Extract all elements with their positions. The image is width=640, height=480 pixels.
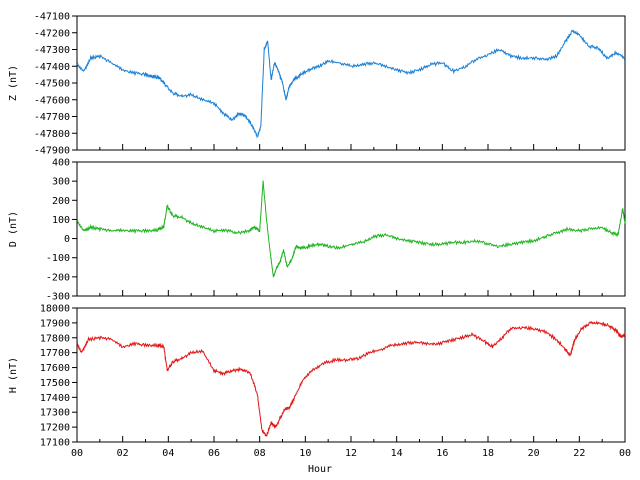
y-tick-label-h-6: 17400: [40, 393, 70, 404]
y-axis-label-z: Z (nT): [8, 65, 19, 101]
y-tick-label-z-8: -47900: [34, 146, 70, 157]
x-axis-label: Hour: [308, 464, 332, 475]
y-tick-label-d-7: -300: [46, 292, 70, 303]
plot-frame-h: [76, 307, 626, 443]
series-line-h: [76, 320, 626, 437]
y-ticks-d: 400 300 200 100 0 -100 -200 -300: [46, 158, 77, 303]
x-tick-label-6: 12: [345, 448, 357, 459]
y-tick-label-d-3: 100: [52, 215, 70, 226]
y-tick-label-z-1: -47200: [34, 28, 70, 39]
y-tick-label-h-7: 17300: [40, 408, 70, 419]
y-tick-label-h-0: 18000: [40, 304, 70, 315]
y-tick-label-d-5: -100: [46, 253, 70, 264]
y-tick-label-h-9: 17100: [40, 438, 70, 449]
x-ticks-d: [76, 290, 626, 296]
panel-h: H (nT) 18000 17900 17800 17700 17600 17500 174…: [8, 304, 631, 476]
y-tick-label-h-4: 17600: [40, 363, 70, 374]
y-tick-label-h-1: 17900: [40, 318, 70, 329]
x-ticks-h: [76, 436, 626, 442]
y-ticks-h: 18000 17900 17800 17700 17600 17500 17400 17300…: [40, 304, 77, 449]
x-tick-label-9: 18: [482, 448, 494, 459]
y-axis-label-h: H (nT): [8, 357, 19, 393]
y-tick-label-z-2: -47300: [34, 45, 70, 56]
panel-d: D (nT) 400 300 200 100 0 -100 -200 -300: [8, 158, 626, 303]
x-tick-labels: 00 02 04 06 08 10 12 14 16 18 20 22 00: [71, 448, 631, 459]
y-tick-label-h-3: 17700: [40, 348, 70, 359]
panel-z: Z (nT) -47100-47200-47300-47400-47500-47…: [8, 12, 626, 157]
x-tick-label-10: 20: [528, 448, 540, 459]
series-line-d: [76, 180, 626, 278]
y-tick-label-z-4: -47500: [34, 79, 70, 90]
x-tick-label-2: 04: [162, 448, 174, 459]
y-tick-label-z-0: -47100: [34, 12, 70, 23]
x-tick-label-0: 00: [71, 448, 83, 459]
series-line-z: [76, 29, 626, 139]
x-tick-label-12: 00: [619, 448, 631, 459]
y-tick-label-z-7: -47800: [34, 129, 70, 140]
x-tick-label-5: 10: [299, 448, 311, 459]
x-tick-label-4: 08: [254, 448, 266, 459]
y-tick-label-z-3: -47400: [34, 62, 70, 73]
y-tick-label-z-5: -47600: [34, 95, 70, 106]
y-tick-label-h-5: 17500: [40, 378, 70, 389]
plot-frame-z: [76, 15, 626, 151]
y-tick-label-d-4: 0: [64, 234, 70, 245]
y-tick-label-d-2: 200: [52, 196, 70, 207]
x-tick-label-11: 22: [573, 448, 585, 459]
y-tick-label-d-0: 400: [52, 158, 70, 169]
y-tick-label-h-8: 17200: [40, 423, 70, 434]
x-tick-label-3: 06: [208, 448, 220, 459]
x-tick-label-1: 02: [117, 448, 129, 459]
y-tick-label-z-6: -47700: [34, 112, 70, 123]
x-ticks-z: [76, 144, 626, 150]
y-ticks-z: -47100 -47200 -47300 -47400 -47500 -47600 -477…: [34, 12, 77, 157]
y-tick-label-d-1: 300: [52, 177, 70, 188]
y-axis-label-d: D (nT): [8, 211, 19, 247]
x-tick-label-8: 16: [436, 448, 448, 459]
x-tick-label-7: 14: [391, 448, 403, 459]
y-tick-label-h-2: 17800: [40, 333, 70, 344]
y-tick-label-d-6: -200: [46, 272, 70, 283]
